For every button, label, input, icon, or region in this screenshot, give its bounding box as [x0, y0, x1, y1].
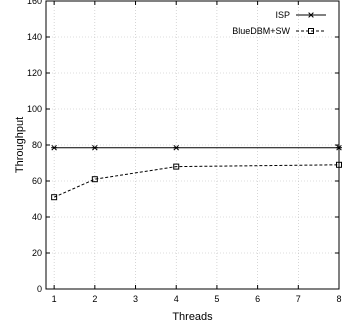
x-tick-label: 6 — [255, 294, 260, 304]
y-tick-label: 0 — [37, 284, 42, 294]
x-tick-label: 4 — [174, 294, 179, 304]
y-tick-label: 60 — [32, 176, 42, 186]
y-tick-label: 80 — [32, 140, 42, 150]
data-point-isp — [92, 145, 98, 150]
y-tick-label: 160 — [27, 0, 42, 6]
legend-marker-isp — [308, 13, 314, 18]
x-axis-title: Threads — [172, 311, 213, 323]
x-tick-label: 2 — [92, 294, 97, 304]
legend-label-bluedbm-sw: BlueDBM+SW — [232, 26, 290, 36]
y-tick-label: 100 — [27, 104, 42, 114]
x-tick-label: 7 — [296, 294, 301, 304]
legend-label-isp: ISP — [275, 10, 290, 20]
y-tick-label: 20 — [32, 248, 42, 258]
x-tick-label: 3 — [133, 294, 138, 304]
y-tick-label: 120 — [27, 68, 42, 78]
x-tick-label: 1 — [52, 294, 57, 304]
x-tick-label: 5 — [214, 294, 219, 304]
x-tick-label: 8 — [336, 294, 341, 304]
legend: ISP BlueDBM+SW — [232, 10, 326, 36]
y-tick-label: 40 — [32, 212, 42, 222]
y-tick-label: 140 — [27, 32, 42, 42]
grid-lines — [46, 1, 339, 289]
data-point-isp — [51, 145, 57, 150]
y-axis-title: Throughput — [14, 117, 26, 173]
data-point-isp — [173, 145, 179, 150]
